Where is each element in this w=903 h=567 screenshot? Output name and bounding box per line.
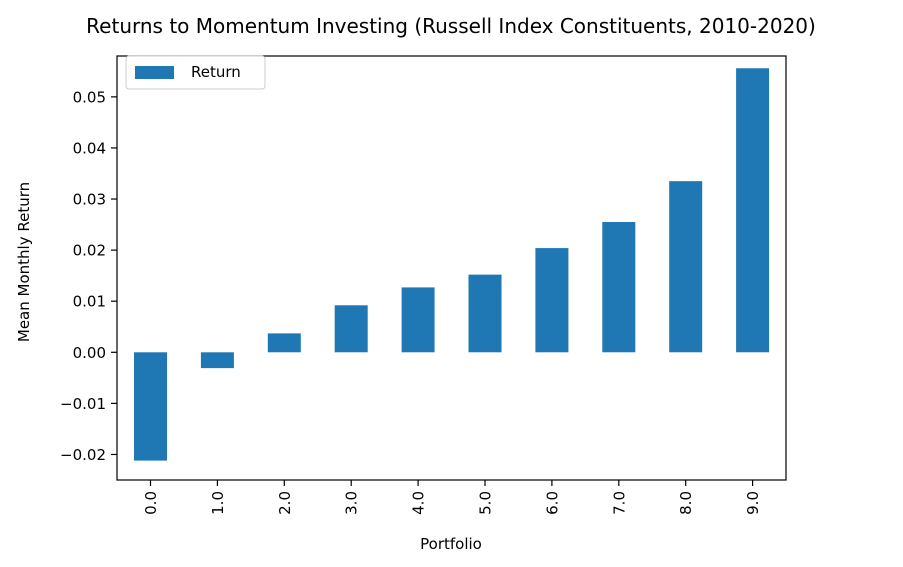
y-tick-label: 0.03 — [73, 191, 106, 209]
legend-box — [125, 55, 266, 90]
y-axis: −0.02 −0.01 0.00 0.01 0.02 0.03 0.04 0.05 — [60, 88, 117, 464]
bar-4 — [401, 287, 435, 353]
x-tick-label: 5.0 — [477, 491, 495, 515]
x-tick-label: 7.0 — [610, 491, 628, 515]
chart-title: Returns to Momentum Investing (Russell I… — [86, 14, 816, 38]
x-axis: 0.0 1.0 2.0 3.0 4.0 5.0 6.0 7.0 8.0 9.0 — [142, 480, 762, 515]
bar-3 — [334, 305, 368, 353]
y-tick-label: −0.02 — [60, 446, 106, 464]
x-tick-label: 2.0 — [276, 491, 294, 515]
y-tick-label: 0.00 — [73, 344, 106, 362]
x-tick-label: 3.0 — [343, 491, 361, 515]
y-axis-label: Mean Monthly Return — [15, 182, 33, 342]
bar-5 — [468, 274, 502, 353]
bar-6 — [535, 248, 569, 353]
y-tick-label: 0.04 — [73, 139, 106, 157]
x-tick-label: 8.0 — [677, 491, 695, 515]
bar-7 — [602, 222, 636, 353]
y-tick-label: 0.05 — [73, 88, 106, 106]
bar-9 — [736, 68, 770, 353]
x-axis-label: Portfolio — [420, 535, 482, 553]
bar-8 — [669, 181, 703, 353]
y-tick-label: −0.01 — [60, 395, 106, 413]
y-tick-label: 0.02 — [73, 242, 106, 260]
legend: Return — [125, 55, 266, 90]
legend-label: Return — [191, 63, 241, 81]
x-tick-label: 1.0 — [209, 491, 227, 515]
bar-1 — [200, 352, 234, 369]
bar-2 — [267, 333, 301, 353]
x-tick-label: 6.0 — [543, 491, 561, 515]
x-tick-label: 9.0 — [744, 491, 762, 515]
x-tick-label: 0.0 — [142, 491, 160, 515]
legend-swatch — [135, 66, 174, 79]
x-tick-label: 4.0 — [410, 491, 428, 515]
bars-group — [134, 68, 770, 461]
bar-0 — [134, 352, 167, 461]
y-tick-label: 0.01 — [73, 293, 106, 311]
plot-frame — [116, 55, 787, 481]
